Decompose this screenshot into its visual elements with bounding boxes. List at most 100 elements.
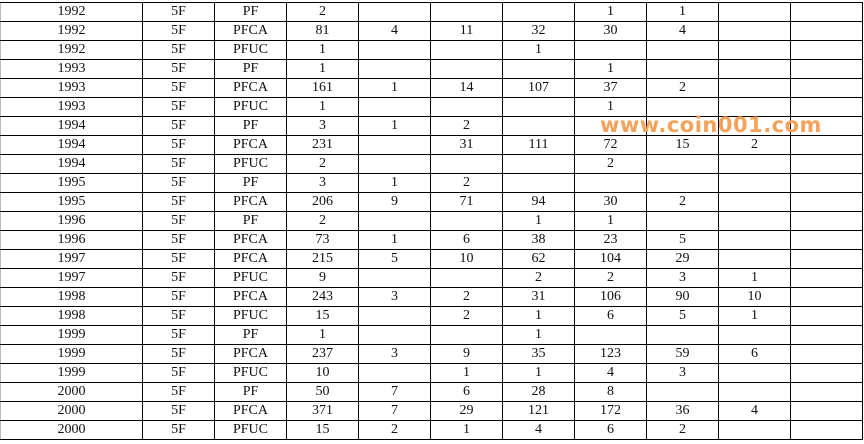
table-cell[interactable]: PFCA: [214, 344, 287, 364]
table-cell[interactable]: 5F: [142, 97, 215, 117]
table-cell[interactable]: 31: [430, 135, 503, 155]
table-cell[interactable]: 9: [430, 344, 503, 364]
table-cell[interactable]: [718, 40, 791, 60]
table-cell[interactable]: 2: [430, 116, 503, 136]
table-cell[interactable]: [790, 59, 863, 79]
table-cell[interactable]: 5: [646, 306, 719, 326]
table-cell[interactable]: [502, 2, 575, 22]
table-cell[interactable]: [358, 306, 431, 326]
table-cell[interactable]: [358, 59, 431, 79]
table-cell[interactable]: 36: [646, 401, 719, 421]
table-cell[interactable]: 1996: [0, 230, 143, 250]
table-cell[interactable]: 8: [574, 382, 647, 402]
table-cell[interactable]: [646, 382, 719, 402]
table-cell[interactable]: 1: [358, 173, 431, 193]
table-cell[interactable]: 1: [430, 363, 503, 383]
table-cell[interactable]: [646, 173, 719, 193]
table-cell[interactable]: PF: [214, 325, 287, 345]
table-cell[interactable]: PFUC: [214, 97, 287, 117]
table-cell[interactable]: PFCA: [214, 287, 287, 307]
table-cell[interactable]: 5F: [142, 249, 215, 269]
table-cell[interactable]: PFUC: [214, 363, 287, 383]
table-cell[interactable]: 5F: [142, 420, 215, 440]
table-cell[interactable]: PFUC: [214, 420, 287, 440]
table-cell[interactable]: [502, 116, 575, 136]
table-cell[interactable]: 50: [286, 382, 359, 402]
table-cell[interactable]: 1994: [0, 116, 143, 136]
table-cell[interactable]: 2: [646, 192, 719, 212]
table-cell[interactable]: [790, 173, 863, 193]
table-cell[interactable]: [718, 173, 791, 193]
table-cell[interactable]: 5F: [142, 287, 215, 307]
table-cell[interactable]: [574, 40, 647, 60]
table-cell[interactable]: [790, 78, 863, 98]
table-cell[interactable]: PF: [214, 116, 287, 136]
table-cell[interactable]: 111: [502, 135, 575, 155]
table-cell[interactable]: 6: [574, 420, 647, 440]
table-cell[interactable]: 121: [502, 401, 575, 421]
table-cell[interactable]: PFCA: [214, 249, 287, 269]
table-cell[interactable]: [790, 306, 863, 326]
table-cell[interactable]: 81: [286, 21, 359, 41]
table-cell[interactable]: [430, 325, 503, 345]
table-cell[interactable]: [430, 2, 503, 22]
table-cell[interactable]: [430, 154, 503, 174]
table-cell[interactable]: [502, 154, 575, 174]
table-cell[interactable]: 2000: [0, 382, 143, 402]
table-cell[interactable]: [502, 173, 575, 193]
table-cell[interactable]: [358, 325, 431, 345]
table-cell[interactable]: 72: [574, 135, 647, 155]
table-cell[interactable]: 5F: [142, 230, 215, 250]
table-cell[interactable]: PFCA: [214, 230, 287, 250]
table-cell[interactable]: [574, 325, 647, 345]
table-cell[interactable]: 104: [574, 249, 647, 269]
table-cell[interactable]: [718, 420, 791, 440]
table-cell[interactable]: PFUC: [214, 40, 287, 60]
table-cell[interactable]: [718, 325, 791, 345]
table-cell[interactable]: [502, 59, 575, 79]
table-cell[interactable]: 1997: [0, 268, 143, 288]
table-cell[interactable]: 172: [574, 401, 647, 421]
table-cell[interactable]: 1: [574, 2, 647, 22]
table-cell[interactable]: 1: [574, 59, 647, 79]
table-cell[interactable]: 4: [502, 420, 575, 440]
table-cell[interactable]: 206: [286, 192, 359, 212]
table-cell[interactable]: 5F: [142, 154, 215, 174]
table-cell[interactable]: 5F: [142, 21, 215, 41]
table-cell[interactable]: 1: [358, 230, 431, 250]
table-cell[interactable]: [790, 249, 863, 269]
table-cell[interactable]: 1: [502, 40, 575, 60]
table-cell[interactable]: 59: [646, 344, 719, 364]
table-cell[interactable]: [790, 363, 863, 383]
table-cell[interactable]: 90: [646, 287, 719, 307]
table-cell[interactable]: 1999: [0, 363, 143, 383]
table-cell[interactable]: 14: [430, 78, 503, 98]
table-cell[interactable]: 2000: [0, 420, 143, 440]
table-cell[interactable]: [430, 59, 503, 79]
table-cell[interactable]: 1: [286, 40, 359, 60]
table-cell[interactable]: [430, 97, 503, 117]
table-cell[interactable]: 5F: [142, 306, 215, 326]
table-cell[interactable]: 10: [718, 287, 791, 307]
table-cell[interactable]: 5F: [142, 78, 215, 98]
table-cell[interactable]: 1999: [0, 325, 143, 345]
table-cell[interactable]: 1994: [0, 154, 143, 174]
table-cell[interactable]: 94: [502, 192, 575, 212]
table-cell[interactable]: PF: [214, 382, 287, 402]
table-cell[interactable]: 1: [358, 116, 431, 136]
table-cell[interactable]: 1: [286, 97, 359, 117]
table-cell[interactable]: [790, 211, 863, 231]
table-cell[interactable]: 1998: [0, 287, 143, 307]
table-cell[interactable]: 5F: [142, 401, 215, 421]
table-cell[interactable]: PFUC: [214, 154, 287, 174]
table-cell[interactable]: [358, 363, 431, 383]
table-cell[interactable]: [646, 40, 719, 60]
table-cell[interactable]: 35: [502, 344, 575, 364]
table-cell[interactable]: [358, 97, 431, 117]
table-cell[interactable]: [718, 154, 791, 174]
table-cell[interactable]: 29: [430, 401, 503, 421]
table-cell[interactable]: 1: [286, 325, 359, 345]
table-cell[interactable]: 3: [646, 363, 719, 383]
table-cell[interactable]: 1: [430, 420, 503, 440]
table-cell[interactable]: 1: [502, 363, 575, 383]
